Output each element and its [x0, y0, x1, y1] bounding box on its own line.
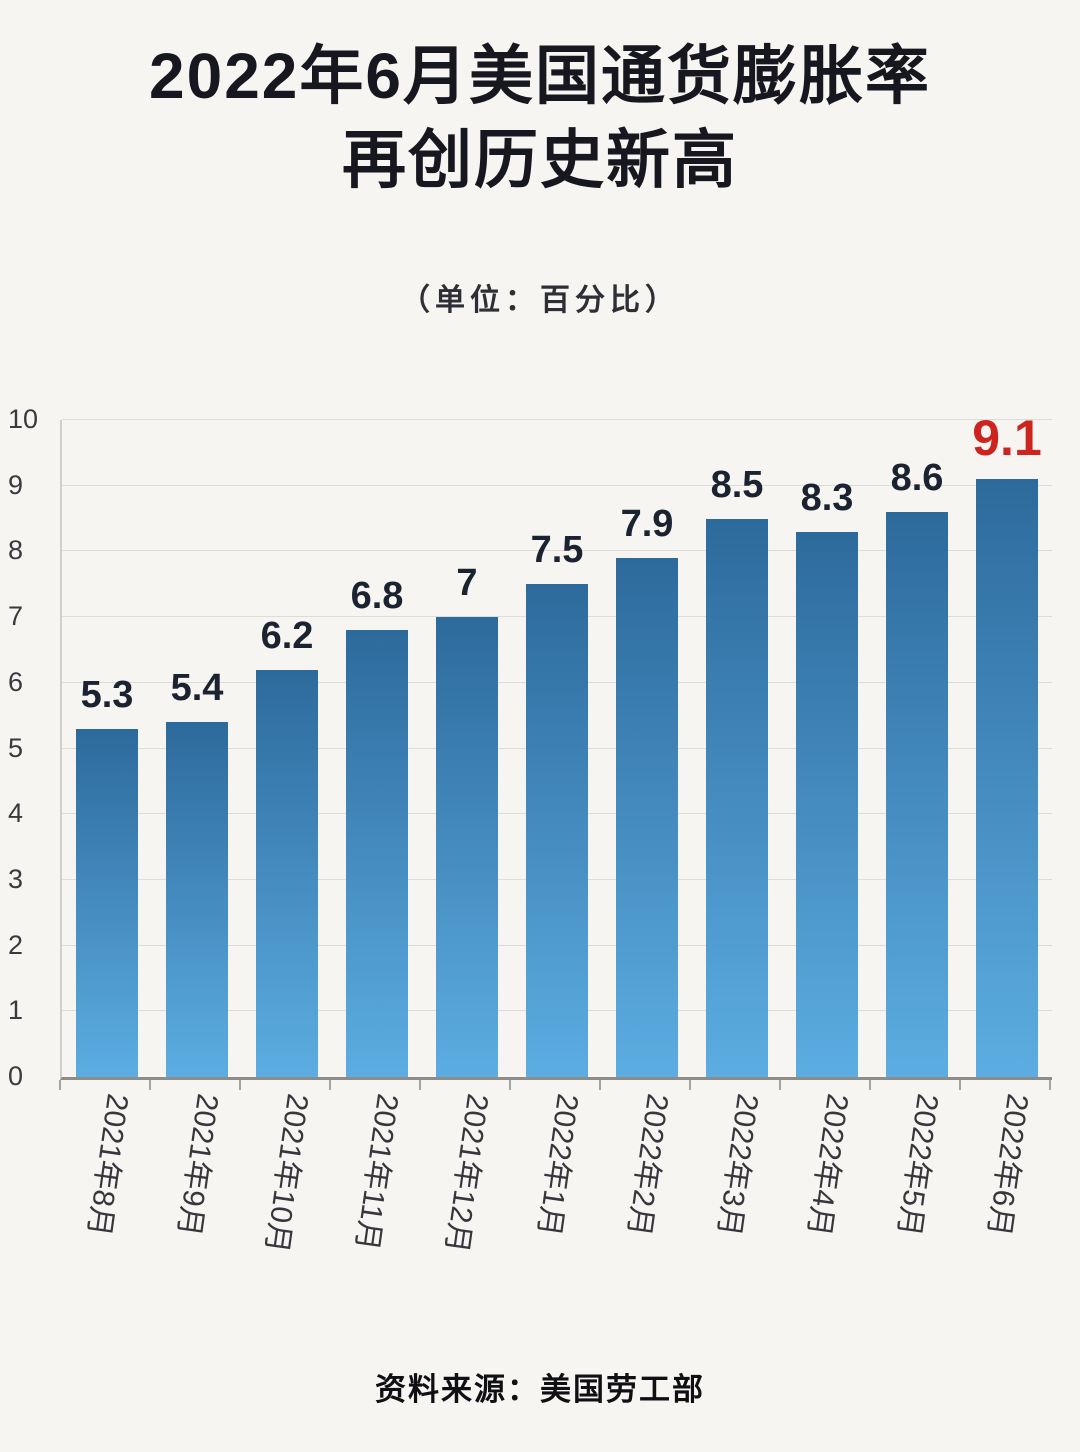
bar-value-label: 7.5: [530, 529, 584, 572]
bar: [166, 722, 228, 1077]
x-axis-label-cell: 2022年1月: [510, 1090, 600, 1360]
bar: [436, 617, 498, 1077]
x-axis-label-cell: 2021年11月: [330, 1090, 420, 1360]
bar: [616, 557, 678, 1077]
y-axis-tick-label: 9: [8, 469, 24, 500]
x-axis-tick: [149, 1080, 151, 1090]
bar-column: 5.4: [152, 420, 242, 1077]
x-axis-label: 2021年9月: [171, 1091, 224, 1239]
bar-value-label: 9.1: [972, 410, 1042, 467]
bar: [256, 669, 318, 1077]
x-axis-label: 2022年5月: [891, 1091, 944, 1239]
x-axis-label: 2021年12月: [439, 1091, 494, 1255]
y-axis-tick-label: 8: [8, 535, 24, 566]
x-axis-label-cell: 2022年3月: [690, 1090, 780, 1360]
bar-value-label: 5.4: [170, 667, 224, 710]
x-axis-tick: [329, 1080, 331, 1090]
y-axis-tick-label: 5: [8, 732, 24, 763]
gridline: [62, 419, 1052, 420]
bar: [706, 518, 768, 1077]
bar-value-label: 6.2: [260, 614, 314, 657]
x-axis-label-cell: 2022年6月: [960, 1090, 1050, 1360]
bar-value-label: 7.9: [620, 502, 674, 545]
y-axis-tick-label: 10: [8, 404, 39, 434]
title-line-2: 再创历史新高: [342, 124, 738, 197]
bar-column: 9.1: [962, 410, 1052, 1077]
x-axis-label-cell: 2022年4月: [780, 1090, 870, 1360]
x-axis-label: 2022年3月: [711, 1091, 764, 1239]
bar: [346, 630, 408, 1077]
bar-value-label: 7: [456, 562, 478, 605]
bar: [976, 479, 1038, 1077]
title-line-1: 2022年6月美国通货膨胀率: [149, 40, 931, 112]
bar-column: 8.6: [872, 420, 962, 1077]
gridline: [62, 484, 1052, 486]
bar: [76, 728, 138, 1077]
bar-value-label: 5.3: [80, 673, 134, 716]
bar-value-label: 8.5: [710, 463, 764, 506]
x-axis-label-cell: 2021年12月: [420, 1090, 510, 1360]
bar-column: 8.5: [692, 420, 782, 1077]
x-axis-label-cell: 2021年10月: [240, 1090, 330, 1360]
bar: [886, 511, 948, 1077]
x-axis-tick: [689, 1080, 691, 1090]
x-axis-label: 2022年1月: [531, 1091, 584, 1239]
y-axis-tick-label: 3: [8, 863, 24, 894]
gridline: [62, 550, 1052, 552]
x-axis-tick: [509, 1080, 511, 1090]
bar-column: 5.3: [62, 420, 152, 1077]
x-axis-label-cell: 2022年5月: [870, 1090, 960, 1360]
x-axis-label-cell: 2021年8月: [60, 1090, 150, 1360]
x-axis-tick: [239, 1080, 241, 1090]
x-axis-label: 2021年11月: [349, 1091, 404, 1253]
x-axis-label: 2022年6月: [981, 1091, 1034, 1239]
inflation-bar-chart: 5.3 5.4 6.2 6.8 7 7.5 7.9 8.5 8.3 8.6 9.1 0 1 2 3 4 5 6 7…: [0, 398, 1080, 1378]
bar: [526, 584, 588, 1077]
y-axis-tick-label: 4: [8, 798, 24, 829]
y-axis-tick-label: 0: [8, 1061, 24, 1091]
x-axis-label-cell: 2022年2月: [600, 1090, 690, 1360]
x-axis-label: 2022年4月: [801, 1091, 854, 1239]
x-axis-tick: [59, 1080, 61, 1090]
x-axis-tick: [959, 1080, 961, 1090]
x-axis-tick: [869, 1080, 871, 1090]
source-note: 资料来源：美国劳工部: [375, 1372, 705, 1407]
x-axis-label: 2022年2月: [621, 1091, 674, 1239]
x-axis-label-cell: 2021年9月: [150, 1090, 240, 1360]
bar-value-label: 8.3: [800, 476, 854, 519]
y-axis-tick-label: 7: [8, 601, 24, 632]
x-axis-tick: [419, 1080, 421, 1090]
page-title: 2022年6月美国通货膨胀率 再创历史新高: [0, 0, 1080, 203]
bar-column: 7.5: [512, 420, 602, 1077]
bar-column: 6.2: [242, 420, 332, 1077]
plot-area: 5.3 5.4 6.2 6.8 7 7.5 7.9 8.5 8.3 8.6 9.1: [60, 410, 1052, 1080]
bar-value-label: 6.8: [350, 575, 404, 618]
bar-column: 6.8: [332, 420, 422, 1077]
unit-note: （单位：百分比）: [400, 283, 680, 317]
bar-column: 7: [422, 420, 512, 1077]
x-axis-tick: [779, 1080, 781, 1090]
bar: [796, 531, 858, 1077]
y-axis-tick-label: 2: [8, 929, 24, 960]
bar-column: 7.9: [602, 420, 692, 1077]
bar-value-label: 8.6: [890, 456, 944, 499]
x-axis-label: 2021年8月: [81, 1091, 134, 1239]
x-axis-tick: [599, 1080, 601, 1090]
bar-column: 8.3: [782, 420, 872, 1077]
y-axis-tick-label: 6: [8, 666, 24, 697]
y-axis-tick-label: 1: [8, 995, 24, 1026]
x-axis-label: 2021年10月: [259, 1091, 314, 1255]
x-axis-tick: [1049, 1080, 1051, 1090]
